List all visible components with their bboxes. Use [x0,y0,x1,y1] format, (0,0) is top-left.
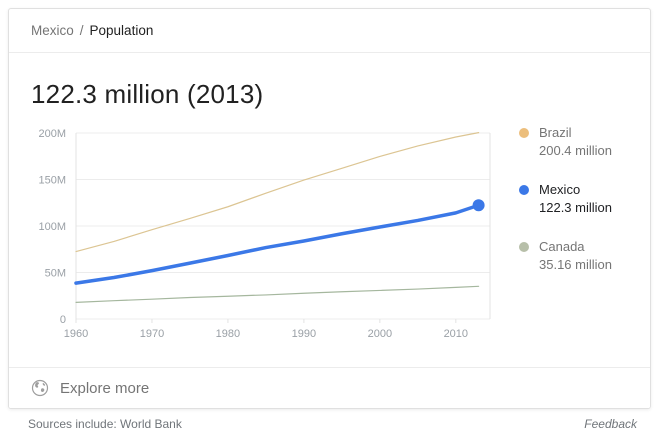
chart-legend: Brazil 200.4 million Mexico 122.3 millio… [503,120,640,346]
svg-text:0: 0 [60,314,66,326]
breadcrumb-current: Population [89,23,154,38]
population-answer-card: Mexico / Population 122.3 million (2013)… [8,8,651,409]
explore-more-button[interactable]: Explore more [9,367,650,408]
breadcrumb-separator: / [79,23,84,38]
svg-text:150M: 150M [38,175,66,187]
svg-text:1960: 1960 [64,328,88,340]
legend-label-brazil: Brazil [539,125,572,140]
legend-value-brazil: 200.4 million [539,143,612,158]
svg-text:2000: 2000 [368,328,392,340]
feedback-link[interactable]: Feedback [584,417,637,431]
legend-item-canada[interactable]: Canada 35.16 million [519,238,640,274]
svg-text:1990: 1990 [292,328,316,340]
legend-label-canada: Canada [539,239,585,254]
svg-text:100M: 100M [38,221,66,233]
legend-label-mexico: Mexico [539,182,581,197]
svg-text:1980: 1980 [216,328,240,340]
sources-note: Sources include: World Bank [28,417,182,431]
population-line-chart: 0 50M 100M 150M 200M 1960 1970 1980 1990 2000 2010 [38,128,491,340]
svg-text:50M: 50M [45,268,66,280]
chart-region: 0 50M 100M 150M 200M 1960 1970 1980 1990 2000 2010… [9,116,650,346]
page-footer: Sources include: World Bank Feedback [8,413,651,431]
svg-text:2010: 2010 [444,328,468,340]
breadcrumb-parent-link[interactable]: Mexico [31,23,74,38]
svg-text:1970: 1970 [140,328,164,340]
legend-value-canada: 35.16 million [539,257,612,272]
page-title: 122.3 million (2013) [31,79,264,109]
breadcrumb: Mexico / Population [9,9,650,53]
canada-series-dot-icon [519,242,529,252]
explore-more-label: Explore more [60,379,150,397]
legend-item-brazil[interactable]: Brazil 200.4 million [519,124,640,160]
svg-text:200M: 200M [38,128,66,140]
legend-item-mexico[interactable]: Mexico 122.3 million [519,181,640,217]
legend-value-mexico: 122.3 million [539,200,612,215]
mexico-series-dot-icon [519,185,529,195]
globe-icon [31,379,49,397]
brazil-series-dot-icon [519,128,529,138]
